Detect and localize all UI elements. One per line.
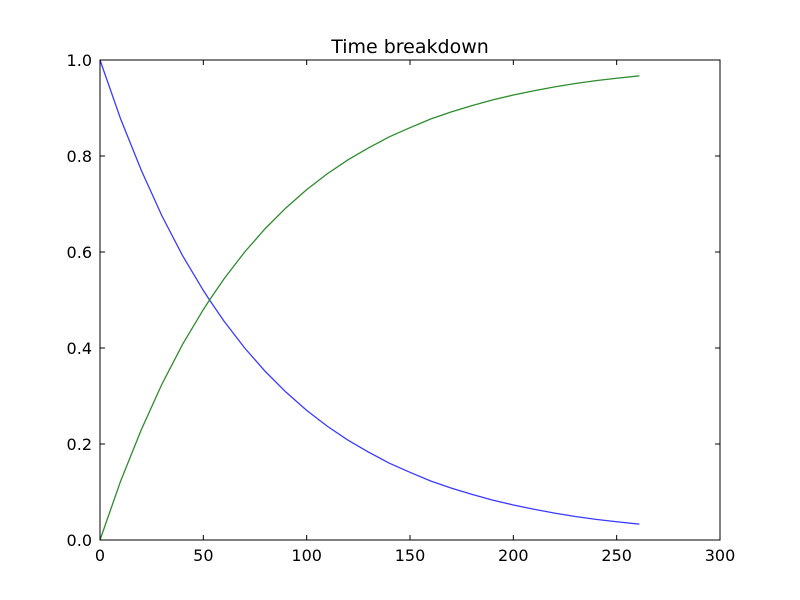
x-tick-label: 300 <box>705 546 736 565</box>
y-tick-label: 1.0 <box>67 51 92 70</box>
y-tick-label: 0.6 <box>67 243 92 262</box>
plot-area: 0 50 100 150 200 250 300 0.0 0.2 0.4 0.6 0.8 1.0 <box>67 51 736 565</box>
x-tick-label: 50 <box>193 546 213 565</box>
x-tick-label: 250 <box>601 546 632 565</box>
axes-frame <box>99 59 721 541</box>
series-line-2 <box>99 75 640 541</box>
y-tick-label: 0.2 <box>67 435 92 454</box>
x-tick-label: 200 <box>498 546 529 565</box>
y-tick-label: 0.0 <box>67 531 92 550</box>
x-tick-label: 0 <box>95 546 105 565</box>
x-tick-label: 150 <box>395 546 426 565</box>
y-tick-label: 0.8 <box>67 147 92 166</box>
series-line-1 <box>99 59 640 525</box>
y-tick-label: 0.4 <box>67 339 92 358</box>
x-tick-label: 100 <box>291 546 322 565</box>
chart-title: Time breakdown <box>330 36 489 58</box>
